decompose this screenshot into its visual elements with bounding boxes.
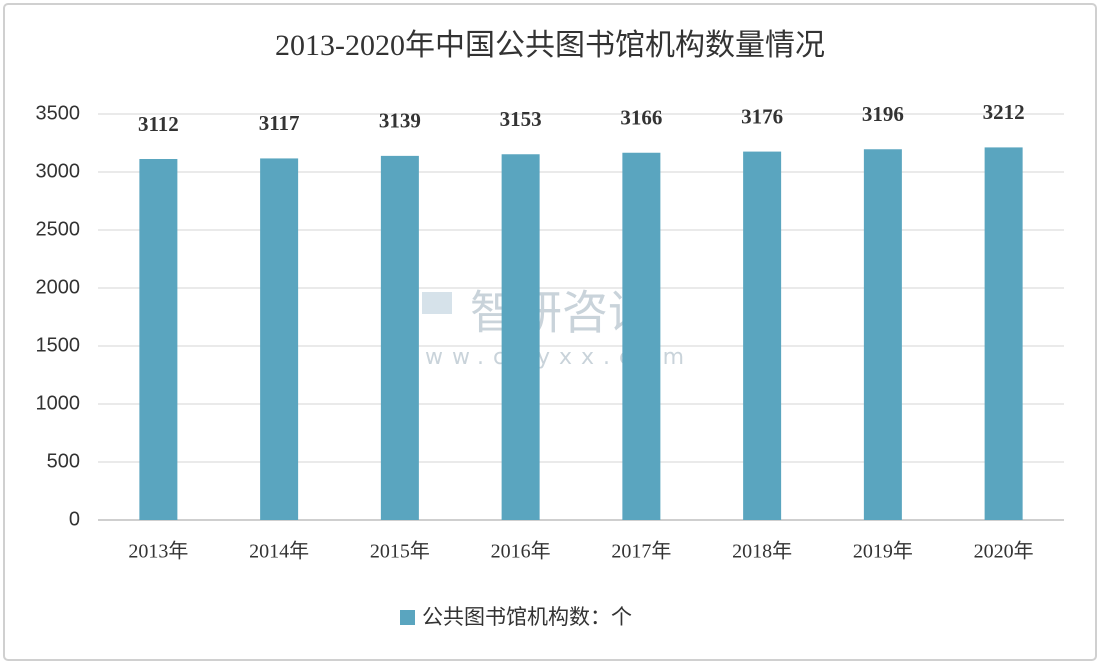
y-tick-label: 3000	[36, 160, 81, 182]
x-tick-label: 2018年	[732, 540, 792, 563]
y-tick-label: 2000	[36, 276, 81, 298]
y-tick-label: 1000	[36, 392, 81, 414]
x-tick-label: 2020年	[974, 540, 1034, 563]
x-tick-label: 2016年	[491, 540, 551, 563]
y-tick-label: 0	[69, 508, 80, 530]
x-tick-label: 2013年	[128, 540, 188, 563]
x-tick-label: 2014年	[249, 540, 309, 563]
value-label: 3212	[983, 100, 1025, 124]
chart-title: 2013-2020年中国公共图书馆机构数量情况	[275, 29, 825, 62]
y-tick-label: 3500	[36, 102, 81, 124]
value-label: 3166	[620, 106, 662, 130]
value-label: 3153	[500, 107, 542, 131]
y-tick-label: 2500	[36, 218, 81, 240]
value-label: 3196	[862, 102, 904, 126]
bar	[863, 149, 902, 520]
legend-label: 公共图书馆机构数：个	[422, 605, 632, 629]
watermark-logo	[422, 292, 452, 314]
x-tick-label: 2019年	[853, 540, 913, 563]
bar	[260, 158, 299, 521]
x-tick-label: 2017年	[611, 540, 671, 563]
value-label: 3139	[379, 109, 421, 133]
y-tick-label: 500	[47, 450, 80, 472]
bar	[622, 152, 661, 520]
legend-swatch	[400, 610, 415, 625]
bar	[743, 151, 782, 521]
value-label: 3117	[259, 111, 300, 135]
y-tick-label: 1500	[36, 334, 81, 356]
x-tick-label: 2015年	[370, 540, 430, 563]
value-label: 3112	[138, 112, 179, 136]
bar	[984, 147, 1023, 520]
value-label: 3176	[741, 104, 783, 128]
bar	[501, 154, 540, 520]
bar	[139, 159, 178, 520]
bar	[380, 155, 419, 520]
